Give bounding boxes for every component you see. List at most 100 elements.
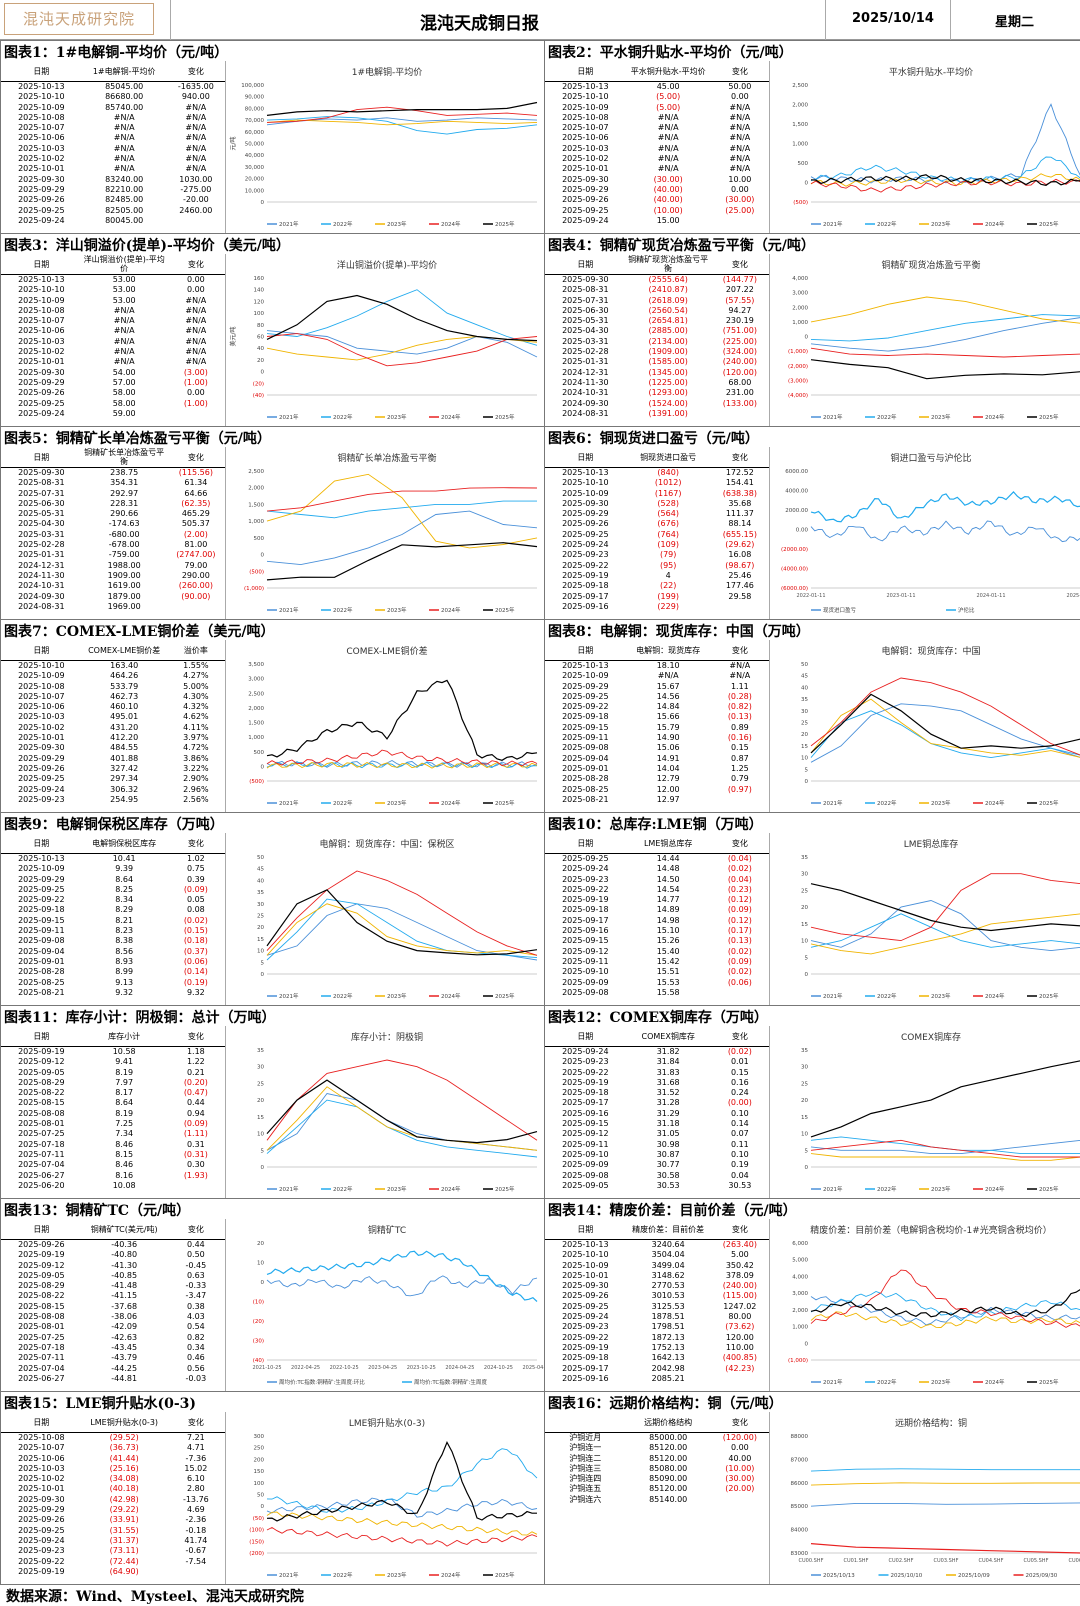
- table-cell: 2025-10-03: [18, 712, 65, 722]
- chart-panel: 图表11：库存小计：阴极铜：总计（万吨） 日期 库存小计 变化 2025-09-19 10…: [0, 1005, 548, 1199]
- data-source-footer: 数据来源：Wind、Mysteel、混沌天成研究院: [6, 1589, 304, 1605]
- table-cell: 2025-10-08: [18, 112, 65, 122]
- table-row: 2025-09-17 31.28 (0.00): [545, 1098, 769, 1108]
- table-cell: 2025-10-09: [18, 671, 65, 681]
- table-cell: 110.00: [725, 1342, 754, 1352]
- table-cell: 8.46: [115, 1139, 134, 1149]
- table-row: 2025-09-30 484.55 4.72%: [1, 743, 225, 753]
- table-cell: 2025-09-24: [18, 408, 65, 418]
- table-row: 2025-09-11 30.98 0.11: [545, 1140, 769, 1150]
- table-cell: 306.32: [110, 784, 139, 794]
- table-cell: 2025-09-24: [18, 215, 65, 225]
- table-cell: [167, 1567, 225, 1577]
- legend-label: 2024年: [985, 799, 1005, 807]
- table-cell: 15.26: [656, 936, 680, 946]
- table-cell: -0.45: [185, 1260, 207, 1270]
- table-cell: 2025-09-19: [562, 1342, 609, 1352]
- table-row: 2025-10-03 (25.16) 15.02: [1, 1464, 225, 1474]
- y-tick-label: 10: [257, 1261, 264, 1267]
- table-row: 2025-10-08 (29.52) 7.21: [1, 1433, 225, 1443]
- table-row: 2025-09-29 401.88 3.86%: [1, 754, 225, 764]
- legend-label: 2024年: [441, 606, 461, 614]
- table-row: 2025-09-22 8.34 0.05: [1, 895, 225, 905]
- table-row: 2025-09-26 (676) 88.14: [545, 519, 769, 529]
- table-header-cell: 日期: [33, 66, 50, 76]
- table-row: 2025-10-02 #N/A #N/A: [1, 347, 225, 357]
- table-row: 2025-07-11 8.15 (0.31): [1, 1150, 225, 1160]
- table-header-cell: 远期价格结构: [644, 1417, 693, 1427]
- table-cell: 14.04: [656, 763, 680, 773]
- table-cell: 2025-09-24: [562, 540, 609, 550]
- legend-label: 2024年: [985, 992, 1005, 1000]
- line-chart: 电解铜：现货库存：中国：保税区 0 5 10 15 20 25 30 35 40 45 50 2021年…: [227, 833, 547, 1005]
- table-cell: 2025-09-22: [562, 702, 609, 712]
- table-row: 2025-09-18 8.29 0.08: [1, 905, 225, 915]
- table-row: 2025-10-13 10.41 1.02: [1, 854, 225, 864]
- table-row: 2025-09-04 8.56 (0.37): [1, 947, 225, 957]
- table-row: 2025-10-13 53.00 0.00: [1, 275, 225, 285]
- table-cell: 85000.00: [649, 1433, 688, 1442]
- table-row: 2025-09-23 14.50 (0.04): [545, 875, 769, 885]
- table-cell: 2025-10-06: [562, 133, 609, 143]
- table-cell: 3240.64: [651, 1240, 685, 1249]
- table-cell: (840): [657, 468, 679, 477]
- y-tick-label: 20: [257, 1241, 264, 1247]
- y-tick-label: 100: [254, 311, 265, 317]
- table-cell: (62.35): [181, 498, 211, 508]
- table-cell: -0.03: [185, 1373, 207, 1383]
- table-cell: (30.00): [653, 174, 683, 184]
- y-tick-label: (1,000): [788, 1358, 808, 1364]
- table-cell: 2025-05-31: [562, 316, 609, 326]
- table-row: 2025-09-30 (42.98) -13.76: [1, 1495, 225, 1505]
- table-cell: 58.00: [112, 398, 136, 408]
- panel-title: 图表11：库存小计：阴极铜：总计（万吨）: [4, 1010, 276, 1026]
- legend-label: 2022年: [877, 799, 897, 807]
- table-cell: [167, 216, 225, 226]
- series-line: [266, 117, 538, 126]
- table-cell: 3.22%: [183, 763, 209, 773]
- y-tick-label: 40: [801, 685, 808, 691]
- table-cell: #N/A: [657, 112, 679, 122]
- table-cell: (0.09): [727, 905, 752, 915]
- table-row: 2025-09-16 (229): [545, 602, 769, 612]
- x-tick-label: 2022-10-25: [330, 1365, 359, 1371]
- table-cell: 2025-09-18: [562, 712, 609, 722]
- series-line: [266, 1448, 538, 1513]
- table-cell: (36.73): [109, 1443, 139, 1453]
- table-cell: -44.25: [111, 1363, 138, 1373]
- table-cell: (199): [657, 591, 679, 601]
- table-cell: 4.71: [186, 1443, 205, 1453]
- table-cell: 4.11%: [183, 722, 209, 732]
- table-header-cell: LME铜升贴水(0-3): [90, 1417, 159, 1427]
- y-tick-label: 10: [257, 949, 264, 955]
- legend-label: 2022年: [877, 1185, 897, 1193]
- table-cell: 2025-09-29: [18, 753, 65, 763]
- table-cell: #N/A: [729, 671, 751, 681]
- table-cell: 7.34: [115, 1129, 134, 1139]
- table-cell: -7.54: [185, 1556, 207, 1566]
- table-cell: 2025-08-28: [18, 967, 65, 977]
- table-row: 2025-10-01 (40.18) 2.80: [1, 1484, 225, 1494]
- table-cell: (2555.64): [648, 275, 688, 284]
- table-cell: -42.09: [111, 1322, 138, 1332]
- table-cell: 8.64: [115, 874, 134, 884]
- table-row: 2025-09-23 31.84 0.01: [545, 1057, 769, 1067]
- y-tick-label: 35: [801, 855, 808, 861]
- table-cell: #N/A: [113, 123, 135, 133]
- table-row: 2025-09-25 82505.00 2460.00: [1, 206, 225, 216]
- table-cell: 1.02: [186, 854, 205, 863]
- table-cell: 2.96%: [183, 784, 209, 794]
- table-header-cell: 变化: [187, 259, 204, 269]
- table-cell: 2025-09-30: [18, 468, 65, 477]
- panel-title: 图表3：洋山铜溢价(提单)-平均价（美元/吨）: [4, 238, 290, 254]
- table-cell: 82210.00: [105, 184, 144, 194]
- x-tick-label: CU05.SHF: [1024, 1558, 1049, 1564]
- table-row: 2025-09-25 14.44 (0.04): [545, 854, 769, 864]
- legend-label: 2024年: [985, 220, 1005, 228]
- table-cell: 2025-09-30: [18, 174, 65, 184]
- table-cell: -42.63: [111, 1332, 138, 1342]
- table-cell: 2025-10-10: [18, 92, 65, 102]
- table-cell: 2025-05-31: [18, 509, 65, 519]
- table-cell: (64.90): [109, 1566, 139, 1576]
- table-row: 2025-01-31 -759.00 (2747.00): [1, 550, 225, 560]
